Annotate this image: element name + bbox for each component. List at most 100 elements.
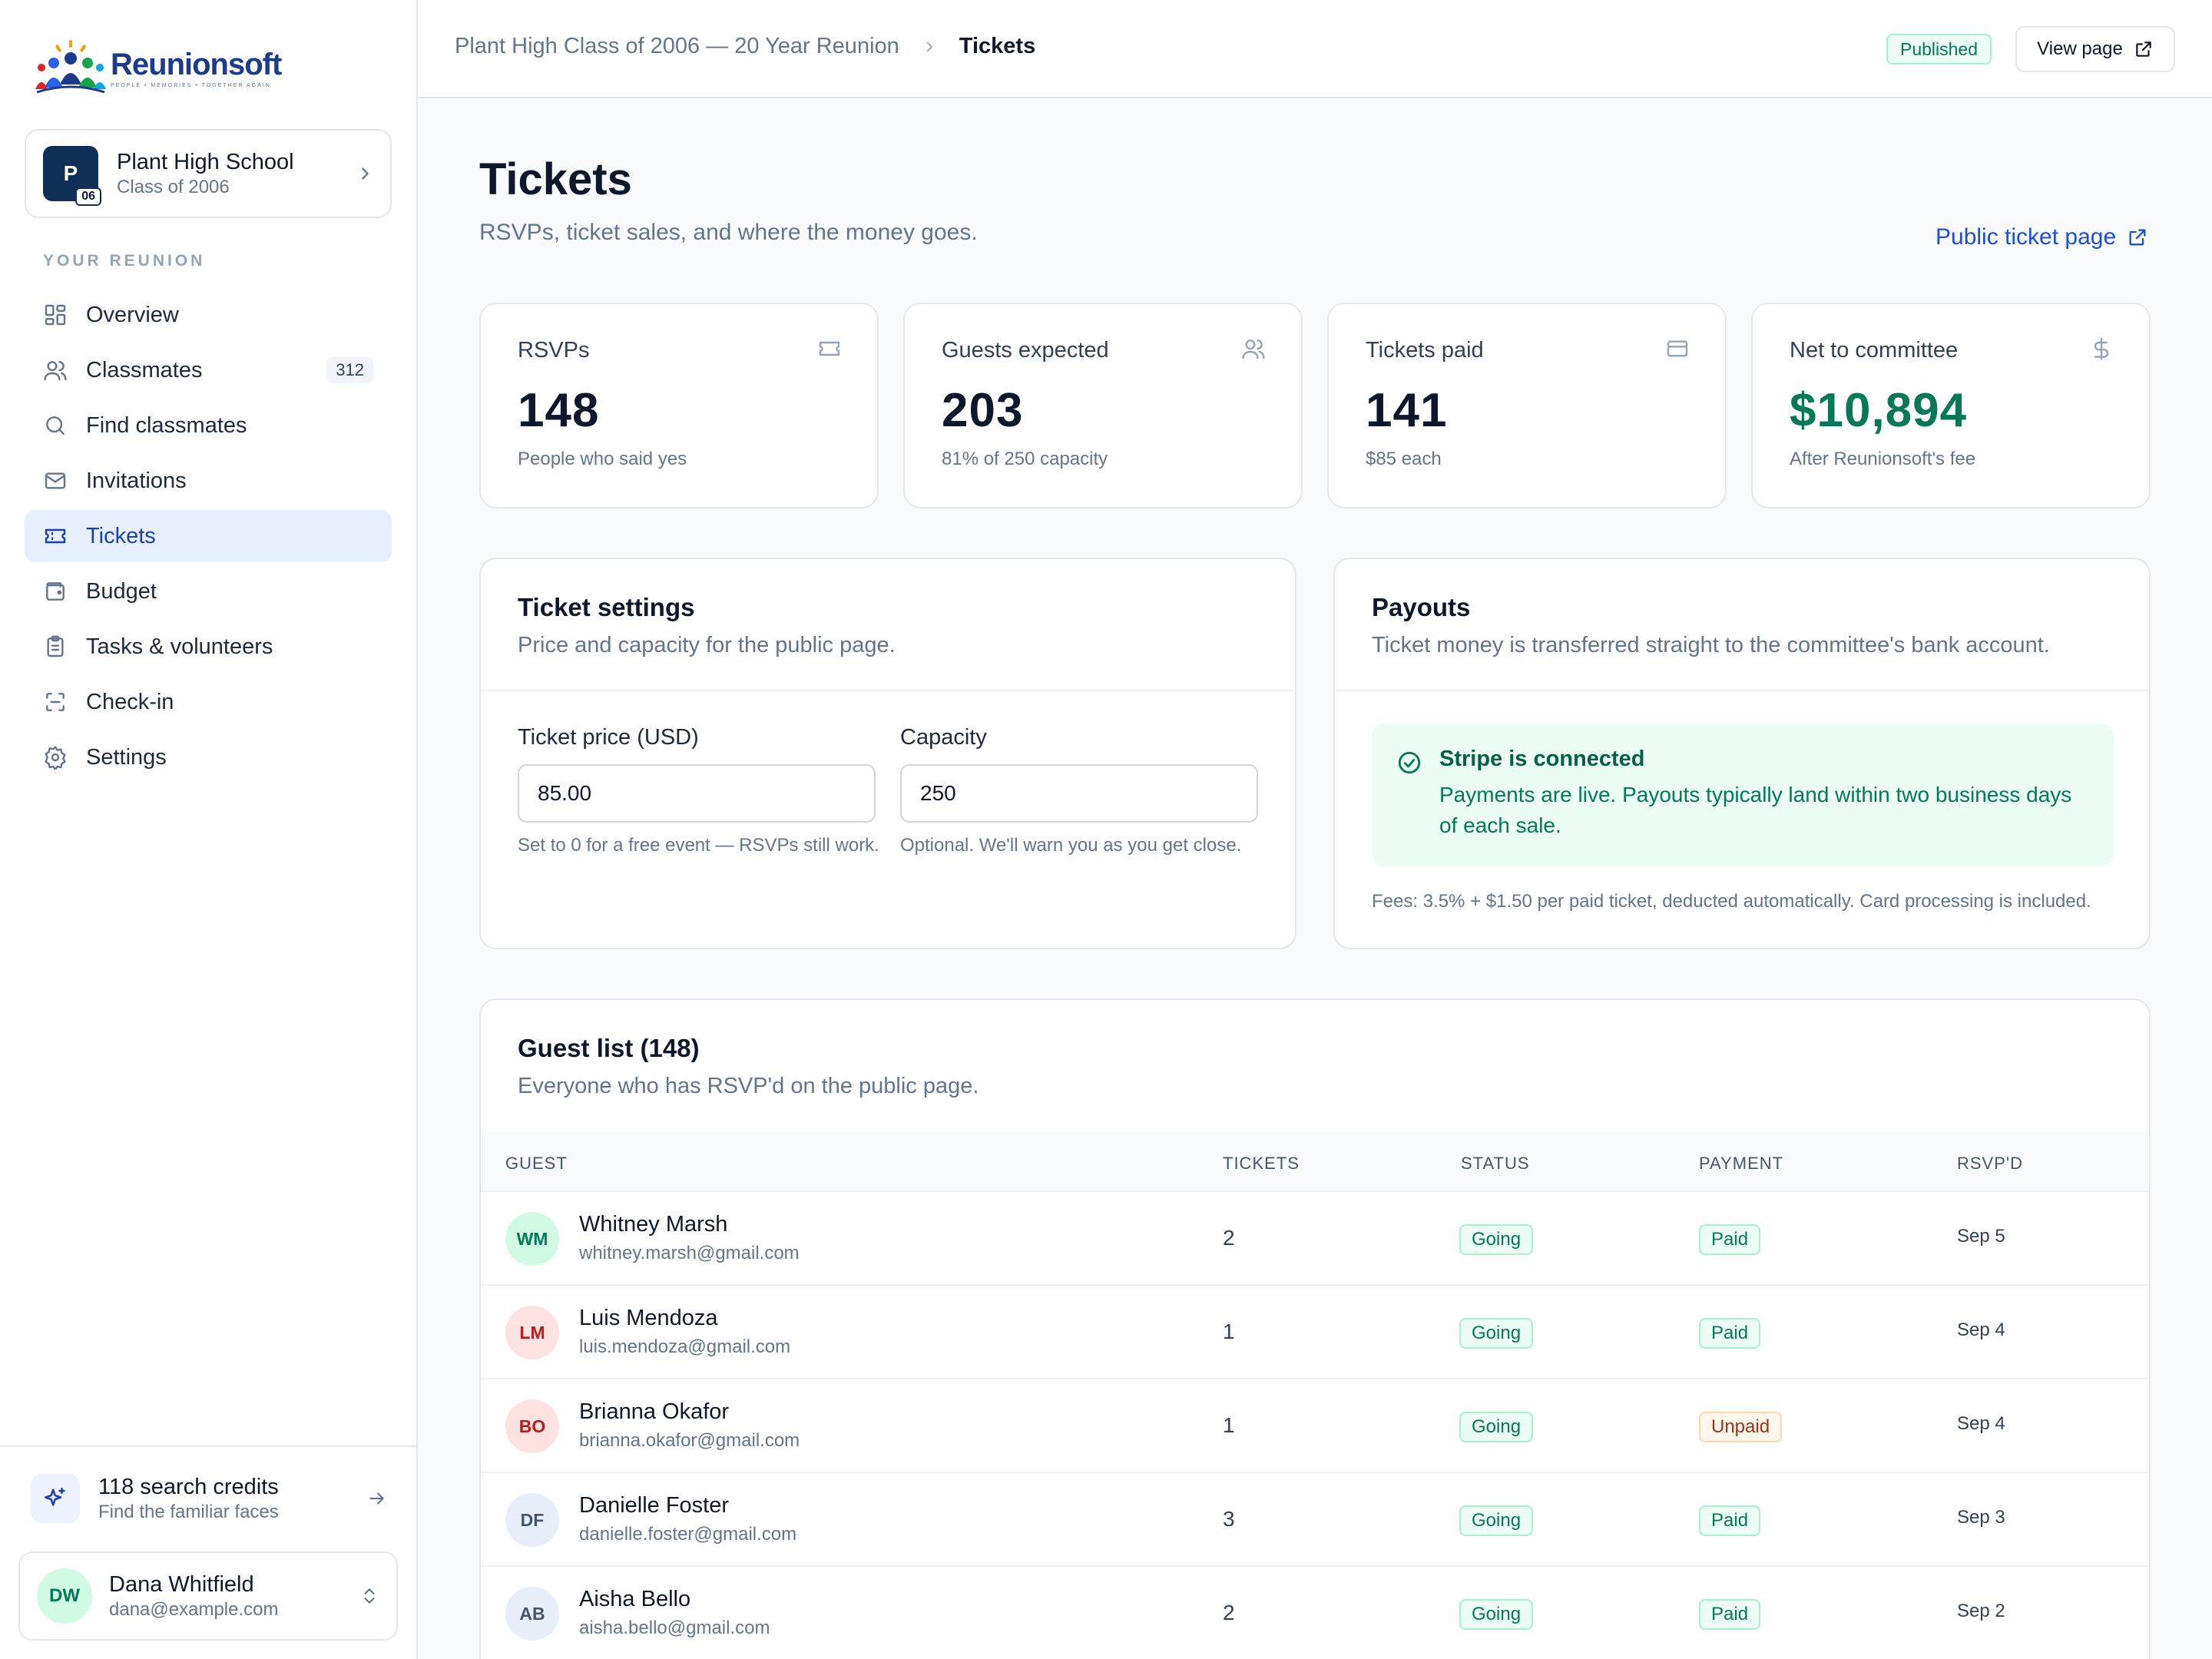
school-switcher[interactable]: P 06 Plant High School Class of 2006: [25, 129, 392, 218]
school-name: Plant High School: [117, 150, 294, 174]
stat-card-tickets-paid: Tickets paid 141 $85 each: [1327, 303, 1727, 508]
sidebar-item-label: Overview: [86, 302, 179, 327]
mail-icon: [45, 472, 66, 489]
sidebar-item-invitations[interactable]: Invitations: [25, 455, 392, 507]
stat-value: $10,894: [1790, 384, 1968, 437]
table-row[interactable]: BO Brianna Okafor brianna.okafor@gmail.c…: [481, 1379, 2149, 1473]
sidebar-item-classmates[interactable]: Classmates 312: [25, 344, 392, 396]
stat-note: After Reunionsoft's fee: [1790, 449, 1976, 469]
user-menu[interactable]: DW Dana Whitfield dana@example.com: [18, 1551, 398, 1641]
status-badge: Published: [1886, 34, 1992, 65]
sidebar-item-label: Settings: [86, 744, 167, 770]
guest-name: Danielle Foster: [579, 1493, 730, 1518]
wallet-icon: [46, 582, 65, 601]
capacity-field: Capacity Optional. We'll warn you as you…: [900, 725, 1258, 856]
view-page-button[interactable]: View page: [2015, 26, 2175, 72]
breadcrumb-parent[interactable]: Plant High Class of 2006 — 20 Year Reuni…: [455, 34, 899, 58]
status-badge: Going: [1459, 1505, 1534, 1536]
ticket-icon: [819, 341, 840, 356]
credits-subtitle: Find the familiar faces: [98, 1502, 279, 1522]
column-header-rsvpd[interactable]: RSVP'D: [1957, 1154, 2023, 1173]
avatar: WM: [505, 1212, 559, 1266]
chevron-right-icon: [362, 167, 369, 180]
stat-card-rsvps: RSVPs 148 People who said yes: [479, 303, 879, 508]
sidebar-item-label: Find classmates: [86, 412, 247, 438]
gear-icon: [45, 746, 66, 770]
guest-email: aisha.bello@gmail.com: [579, 1618, 770, 1638]
table-row[interactable]: AB Aisha Bello aisha.bello@gmail.com 2 G…: [481, 1567, 2149, 1659]
page-subtitle: RSVPs, ticket sales, and where the money…: [479, 220, 978, 245]
stat-label: Tickets paid: [1366, 338, 1484, 363]
sidebar-item-budget[interactable]: Budget: [25, 565, 392, 618]
stat-value: 148: [518, 384, 600, 437]
guest-name: Brianna Okafor: [579, 1399, 730, 1424]
sidebar-item-overview[interactable]: Overview: [25, 289, 392, 341]
table-header: GUEST TICKETS STATUS PAYMENT RSVP'D: [481, 1132, 2149, 1192]
column-header-status[interactable]: STATUS: [1461, 1154, 1530, 1173]
sidebar-item-find-classmates[interactable]: Find classmates: [25, 399, 392, 452]
avatar: AB: [505, 1587, 559, 1641]
rsvp-date: Sep 4: [1957, 1320, 2005, 1340]
rsvp-date: Sep 5: [1957, 1226, 2005, 1247]
stat-value: 203: [942, 384, 1024, 437]
user-email: dana@example.com: [109, 1599, 279, 1620]
payment-badge: Paid: [1699, 1505, 1761, 1536]
card-title: Payouts: [1372, 593, 1471, 621]
table-row[interactable]: DF Danielle Foster danielle.foster@gmail…: [481, 1473, 2149, 1567]
breadcrumb: Plant High Class of 2006 — 20 Year Reuni…: [455, 34, 1035, 59]
column-header-payment[interactable]: PAYMENT: [1699, 1154, 1784, 1173]
guest-name: Luis Mendoza: [579, 1306, 718, 1330]
ticket-count: 1: [1223, 1413, 1235, 1437]
payment-badge: Paid: [1699, 1599, 1761, 1630]
table-row[interactable]: WM Whitney Marsh whitney.marsh@gmail.com…: [481, 1192, 2149, 1286]
sidebar-item-label: Classmates: [86, 357, 203, 382]
status-badge: Going: [1459, 1318, 1534, 1349]
brand-logo[interactable]: Reunionsoft PEOPLE • MEMORIES • TOGETHER…: [34, 38, 282, 97]
view-page-label: View page: [2037, 38, 2123, 59]
guest-email: whitney.marsh@gmail.com: [579, 1243, 800, 1263]
stat-note: 81% of 250 capacity: [942, 449, 1108, 469]
capacity-input[interactable]: [900, 764, 1258, 823]
users-icon: [44, 361, 67, 381]
search-credits[interactable]: 118 search credits Find the familiar fac…: [0, 1445, 418, 1550]
sidebar-item-label: Tasks & volunteers: [86, 634, 273, 659]
stat-note: $85 each: [1366, 449, 1442, 469]
capacity-help: Optional. We'll warn you as you get clos…: [900, 835, 1242, 856]
sidebar-item-settings[interactable]: Settings: [25, 731, 392, 783]
status-badge: Going: [1459, 1412, 1534, 1442]
column-header-guest[interactable]: GUEST: [505, 1154, 568, 1173]
table-row[interactable]: LM Luis Mendoza luis.mendoza@gmail.com 1…: [481, 1286, 2149, 1379]
arrow-right-icon: [369, 1492, 384, 1505]
payment-badge: Unpaid: [1699, 1412, 1783, 1442]
card-subtitle: Ticket money is transferred straight to …: [1372, 633, 2050, 657]
fees-note: Fees: 3.5% + $1.50 per paid ticket, dedu…: [1372, 891, 2091, 912]
public-ticket-page-link[interactable]: Public ticket page: [1936, 224, 2148, 250]
card-subtitle: Everyone who has RSVP'd on the public pa…: [518, 1074, 979, 1098]
school-class: Class of 2006: [117, 177, 230, 197]
card-icon: [1667, 340, 1688, 357]
user-name: Dana Whitfield: [109, 1572, 254, 1597]
guest-name: Whitney Marsh: [579, 1212, 728, 1237]
breadcrumb-current: Tickets: [959, 34, 1036, 58]
brand-name: Reunionsoft: [111, 47, 282, 81]
avatar: DW: [37, 1568, 92, 1624]
stat-card-guests-expected: Guests expected 203 81% of 250 capacity: [903, 303, 1303, 508]
sidebar-item-label: Budget: [86, 578, 157, 604]
capacity-label: Capacity: [900, 725, 987, 750]
top-bar: Plant High Class of 2006 — 20 Year Reuni…: [418, 0, 2212, 98]
column-header-tickets[interactable]: TICKETS: [1223, 1154, 1300, 1173]
sidebar-nav: Overview Classmates 312 Find classmates …: [25, 289, 392, 786]
users-icon: [1242, 339, 1265, 359]
ticket-price-help: Set to 0 for a free event — RSVPs still …: [518, 835, 879, 856]
ticket-price-input[interactable]: [518, 764, 876, 823]
guest-name: Aisha Bello: [579, 1587, 691, 1611]
sidebar-item-check-in[interactable]: Check-in: [25, 676, 392, 728]
ticket-count: 2: [1223, 1226, 1235, 1250]
stat-note: People who said yes: [518, 449, 687, 469]
sidebar-item-tasks-volunteers[interactable]: Tasks & volunteers: [25, 621, 392, 673]
clipboard-icon: [47, 635, 64, 657]
payouts-card: Payouts Ticket money is transferred stra…: [1333, 558, 2151, 949]
school-year-badge: 06: [75, 187, 101, 206]
sidebar-item-tickets[interactable]: Tickets: [25, 510, 392, 562]
ticket-price-label: Ticket price (USD): [518, 725, 699, 750]
